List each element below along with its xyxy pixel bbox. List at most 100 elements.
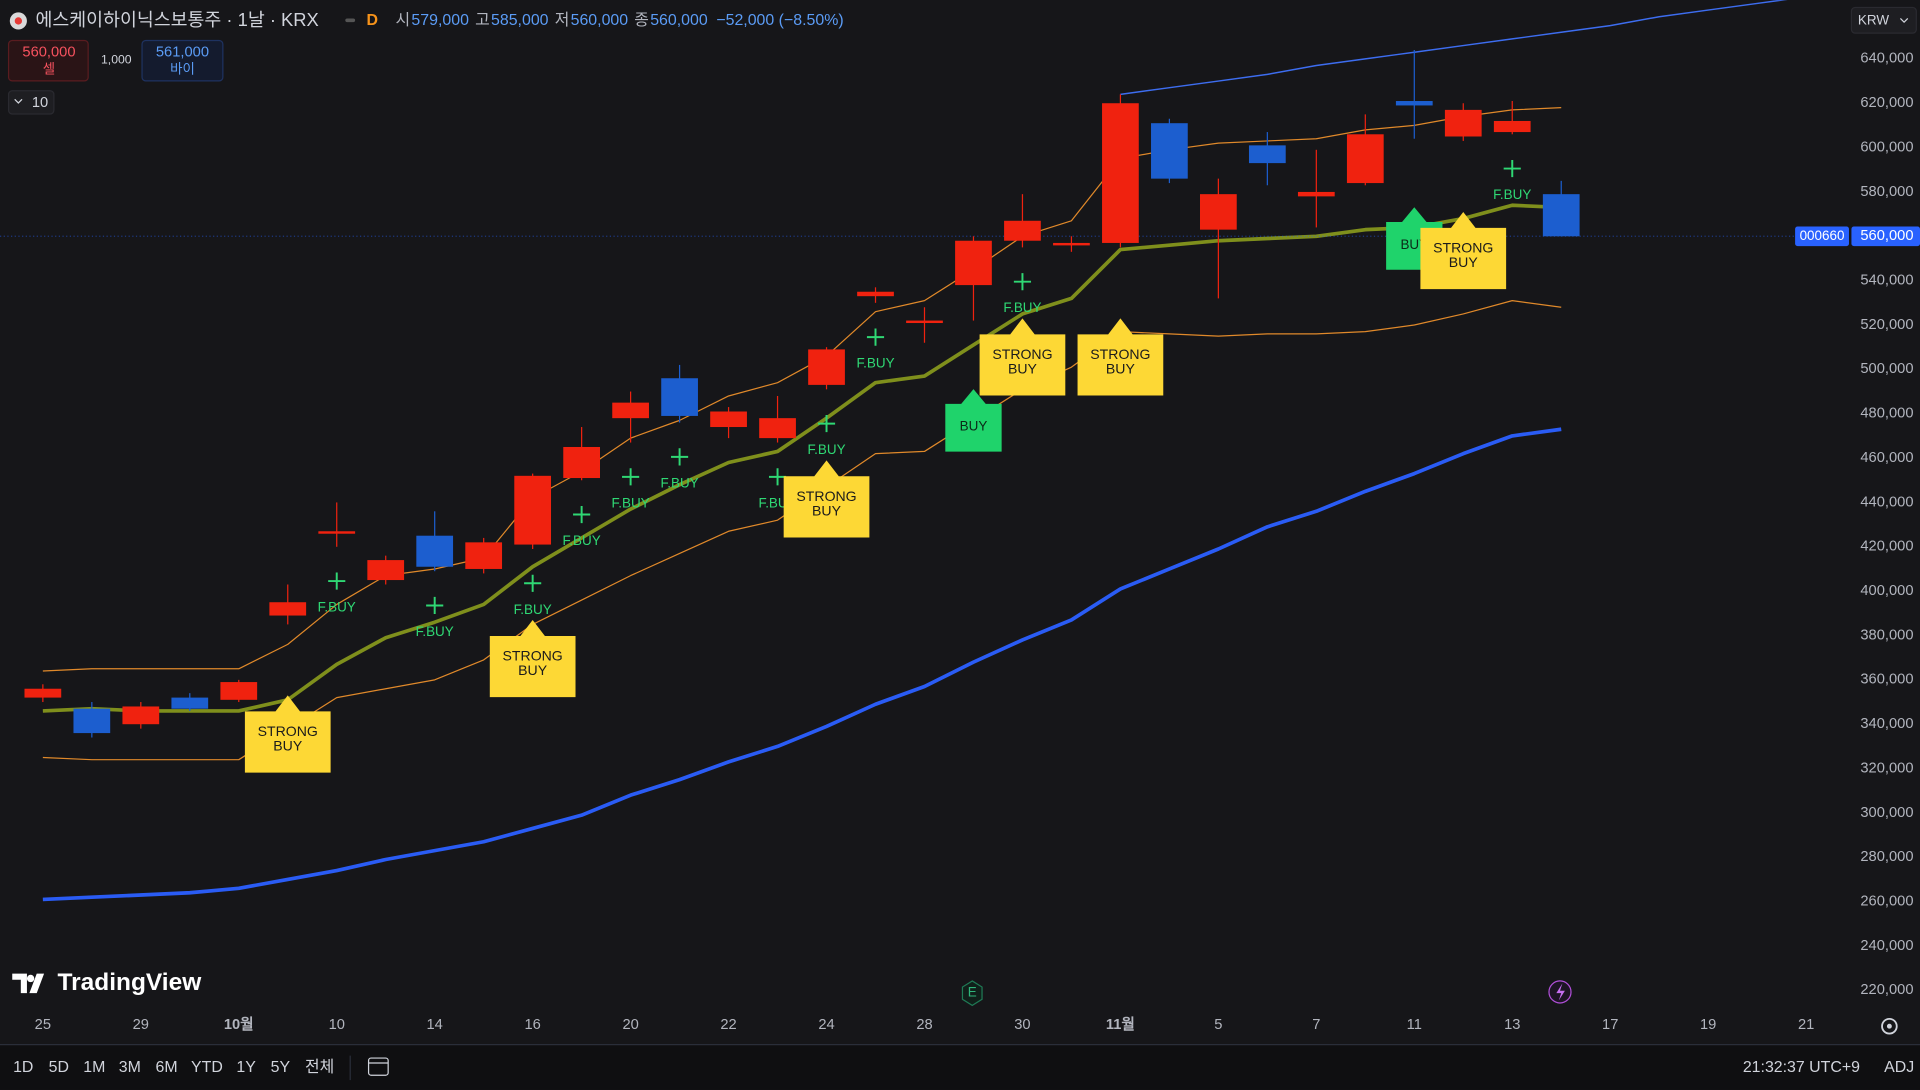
range-button[interactable]: 1M [83,1059,105,1076]
earnings-marker[interactable] [961,980,983,1007]
candle-body [1004,220,1041,241]
candle-body [857,291,894,297]
settings-button[interactable] [1881,1017,1898,1035]
symbol-tag [1795,226,1849,247]
candle-body [1297,191,1335,197]
currency: KRW [1858,12,1889,27]
y-tick-label: 460,000 [1860,450,1913,466]
x-tick-label: 29 [133,1017,149,1033]
range-button[interactable]: YTD [191,1059,223,1076]
chevron [1899,18,1909,24]
logo-dot [26,974,35,983]
sell-label: 셀 [43,61,55,76]
strong-buy-label: BUY [812,502,842,518]
x-tick-label: 16 [524,1017,540,1033]
change: −52,000 (−8.50%) [716,12,843,29]
price-tag [1851,226,1920,247]
y-tick-label: 400,000 [1860,583,1913,599]
date-range-button[interactable] [367,1057,389,1076]
f-buy-label: F.BUY [318,600,356,615]
f-buy-label: F.BUY [612,495,650,510]
clock[interactable]: 21:32:37 UTC+9 [1743,1059,1860,1076]
logo-text[interactable]: TradingView [58,969,203,996]
indicator-toggle[interactable] [7,90,55,115]
f-buy-marker [622,468,640,486]
range-button[interactable]: 5D [49,1059,69,1076]
ohlc-label: 시 [396,12,411,29]
candle-body [73,708,111,734]
x-tick-label: 14 [427,1017,443,1033]
buy-box [945,389,1002,452]
range-button[interactable]: 6M [155,1059,177,1076]
price-tag-text: 560,000 [1860,228,1913,244]
candle-body [1493,120,1531,133]
candle-body [906,320,943,324]
range-button[interactable]: 1Y [236,1059,256,1076]
price-axis: 640,000 620,000 600,000 580,000 560,000 540,0… [35,51,1920,1033]
symbol-title[interactable]: 에스케이하이닉스보통주 · 1날 · KRX [36,9,319,30]
candle-body [269,602,307,616]
x-tick-label: 11월 [1106,1016,1135,1033]
f-buy-marker [524,574,542,592]
strong-buy-label: STRONG [1090,346,1150,362]
sell-price: 560,000 [22,45,75,61]
x-tick-label: 28 [916,1017,932,1033]
f-buy-marker [1503,159,1521,178]
adjust-toggle[interactable]: ADJ [1884,1059,1914,1076]
f-buy-label: F.BUY [807,442,845,457]
candle-body [955,240,992,286]
currency-button[interactable] [1850,6,1917,34]
range-button[interactable]: 3M [119,1059,141,1076]
indicator-count: 10 [32,95,48,111]
x-tick-label: 22 [720,1017,736,1033]
candle-body [318,531,356,534]
x-tick-label: 17 [1602,1017,1618,1033]
strong-buy-label: STRONG [258,723,318,739]
logo-mark [12,973,45,994]
ohlc-value: 585,000 [491,12,549,29]
y-tick-label: 300,000 [1860,805,1913,821]
earnings-label: E [968,985,977,1000]
y-tick-label: 640,000 [1860,51,1913,67]
y-tick-label: 500,000 [1860,361,1913,377]
range-button[interactable]: 5Y [271,1059,291,1076]
f-buy-label: F.BUY [856,356,894,371]
buy-button[interactable] [141,39,224,82]
strong-buy-label: STRONG [503,647,563,663]
strong-buy-label: STRONG [796,488,856,504]
x-tick-label: 10월 [224,1016,254,1033]
sell-button[interactable] [7,39,89,82]
f-buy-marker [817,415,836,433]
y-tick-label: 280,000 [1860,849,1913,865]
strong-buy-label: BUY [518,662,548,678]
event-icon [1556,983,1565,1001]
y-tick-label: 600,000 [1860,139,1913,155]
y-tick-label: 260,000 [1860,894,1913,910]
y-tick-label: 440,000 [1860,494,1913,510]
f-buy-marker [328,572,346,590]
buy-label: 바이 [170,61,195,76]
x-tick-label: 13 [1504,1017,1520,1033]
ohlc-label: 종 [634,12,649,29]
range-button[interactable]: 전체 [305,1058,334,1076]
f-buy-marker [768,468,787,486]
candle-body [465,542,503,569]
f-buy-label: F.BUY [416,624,454,639]
candle-body [661,378,698,416]
candle-body [1346,134,1384,184]
strong-buy-label: BUY [1008,361,1038,377]
symbol-icon-dot [14,17,23,25]
indicator-line [42,427,1562,902]
range-button[interactable]: 1D [13,1059,33,1076]
strong-buy-box [1420,211,1507,290]
f-buy-marker [1013,273,1032,291]
y-tick-label: 240,000 [1860,938,1913,954]
candle-body [1444,109,1482,137]
interval-badge: D [366,12,378,29]
separator [345,18,356,23]
indicator-line [42,203,1562,713]
toolbar [0,1044,1920,1090]
f-buy-marker [671,448,689,466]
x-tick-label: 24 [818,1017,834,1033]
ohlc-value: 560,000 [571,12,629,29]
